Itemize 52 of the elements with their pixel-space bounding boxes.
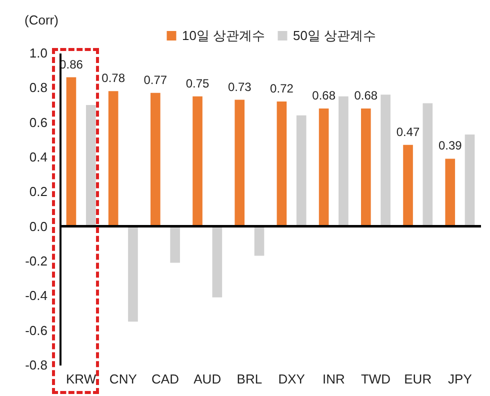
bar [170,226,180,263]
bar [445,158,456,226]
legend-label: 50일 상관계수 [293,28,376,43]
bar [66,77,76,226]
bar [212,226,222,298]
bar [192,96,202,226]
bar [361,108,371,226]
data-label: 0.68 [354,88,378,102]
data-label: 0.47 [396,124,420,139]
bar [464,134,475,226]
data-label: 0.73 [228,80,252,94]
bar [86,105,96,226]
y-tick-label: -0.2 [25,254,48,268]
bar [276,102,287,226]
x-tick-label: INR [322,372,345,386]
bar [254,226,264,256]
x-tick-label: TWD [360,372,391,386]
bar [403,144,413,226]
data-label: 0.77 [144,72,168,87]
x-tick-label: AUD [194,372,222,386]
y-tick-label: -0.4 [25,288,48,304]
data-label: 0.78 [102,71,126,86]
data-label: 0.68 [312,88,336,102]
bar [318,108,329,226]
y-axis-title: (Corr) [24,12,58,28]
bar [234,100,245,226]
y-tick-label: -0.8 [25,358,48,372]
bar [380,94,390,226]
data-label: 0.39 [438,138,462,153]
data-label: 0.72 [270,82,294,96]
x-tick-label: CNY [109,372,138,386]
data-label: 0.75 [186,76,210,90]
y-tick-label: 0.4 [29,150,48,164]
bar [422,103,433,226]
y-tick-label: 0.6 [29,114,48,130]
bar [108,91,118,226]
bar [338,96,348,226]
bar [296,115,306,226]
x-tick-label: KRW [66,372,97,386]
y-tick-label: 0.0 [29,218,48,234]
legend-label: 10일 상관계수 [182,28,266,43]
x-tick-label: JPY [448,372,472,386]
x-tick-label: DXY [278,372,306,386]
x-tick-label: BRL [236,372,262,386]
bar [128,226,138,322]
y-tick-label: 1.0 [29,46,48,60]
y-tick-label: -0.6 [25,322,48,338]
x-tick-label: CAD [152,372,179,386]
bar [150,92,160,226]
x-tick-label: EUR [404,372,432,386]
y-tick-label: 0.2 [29,184,48,200]
y-tick-label: 0.8 [29,80,48,96]
